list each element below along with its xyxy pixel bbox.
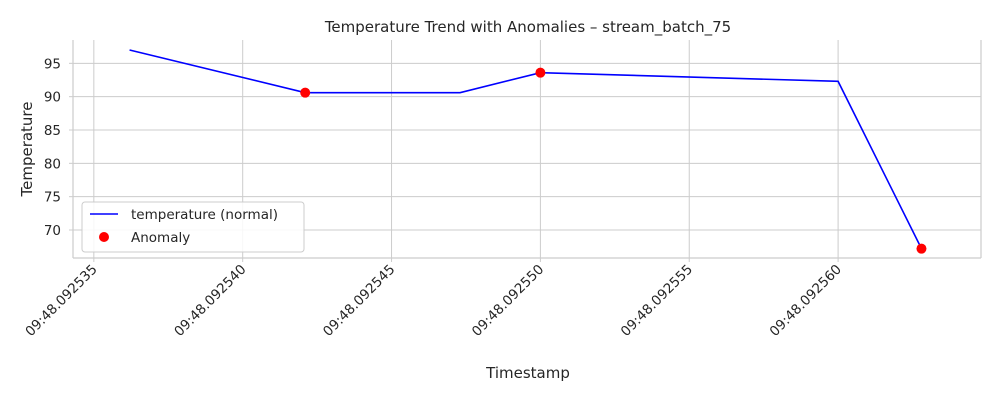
y-axis-ticks: 70 75 80 85 90 95 xyxy=(44,56,73,239)
plot-series xyxy=(129,49,927,254)
anomaly-point xyxy=(300,87,311,98)
x-tick-label: 09:48.092560 xyxy=(767,262,845,340)
x-axis-label: Timestamp xyxy=(485,364,570,382)
y-tick-label: 95 xyxy=(44,56,61,72)
y-tick-label: 90 xyxy=(44,90,61,106)
y-tick-label: 70 xyxy=(44,223,61,239)
temperature-line xyxy=(129,49,923,250)
x-tick-label: 09:48.092535 xyxy=(22,262,100,340)
x-tick-label: 09:48.092555 xyxy=(618,262,696,340)
x-tick-label: 09:48.092545 xyxy=(320,262,398,340)
legend: temperature (normal) Anomaly xyxy=(81,201,305,253)
anomaly-point xyxy=(916,243,927,254)
y-tick-label: 85 xyxy=(44,123,61,139)
x-tick-label: 09:48.092540 xyxy=(171,262,249,340)
x-tick-label: 09:48.092550 xyxy=(469,262,547,340)
y-axis-label: Temperature xyxy=(18,101,36,197)
y-tick-label: 75 xyxy=(44,190,61,206)
legend-label-normal: temperature (normal) xyxy=(131,207,278,223)
chart-title: Temperature Trend with Anomalies – strea… xyxy=(324,18,731,37)
axes-frame xyxy=(72,40,982,259)
legend-marker-anomaly xyxy=(99,232,109,242)
x-axis-ticks: 09:48.092535 09:48.092540 09:48.092545 09:4… xyxy=(22,258,845,340)
legend-label-anomaly: Anomaly xyxy=(131,230,190,246)
y-tick-label: 80 xyxy=(44,156,61,172)
legend-box xyxy=(81,201,305,253)
anomaly-point xyxy=(535,67,546,78)
